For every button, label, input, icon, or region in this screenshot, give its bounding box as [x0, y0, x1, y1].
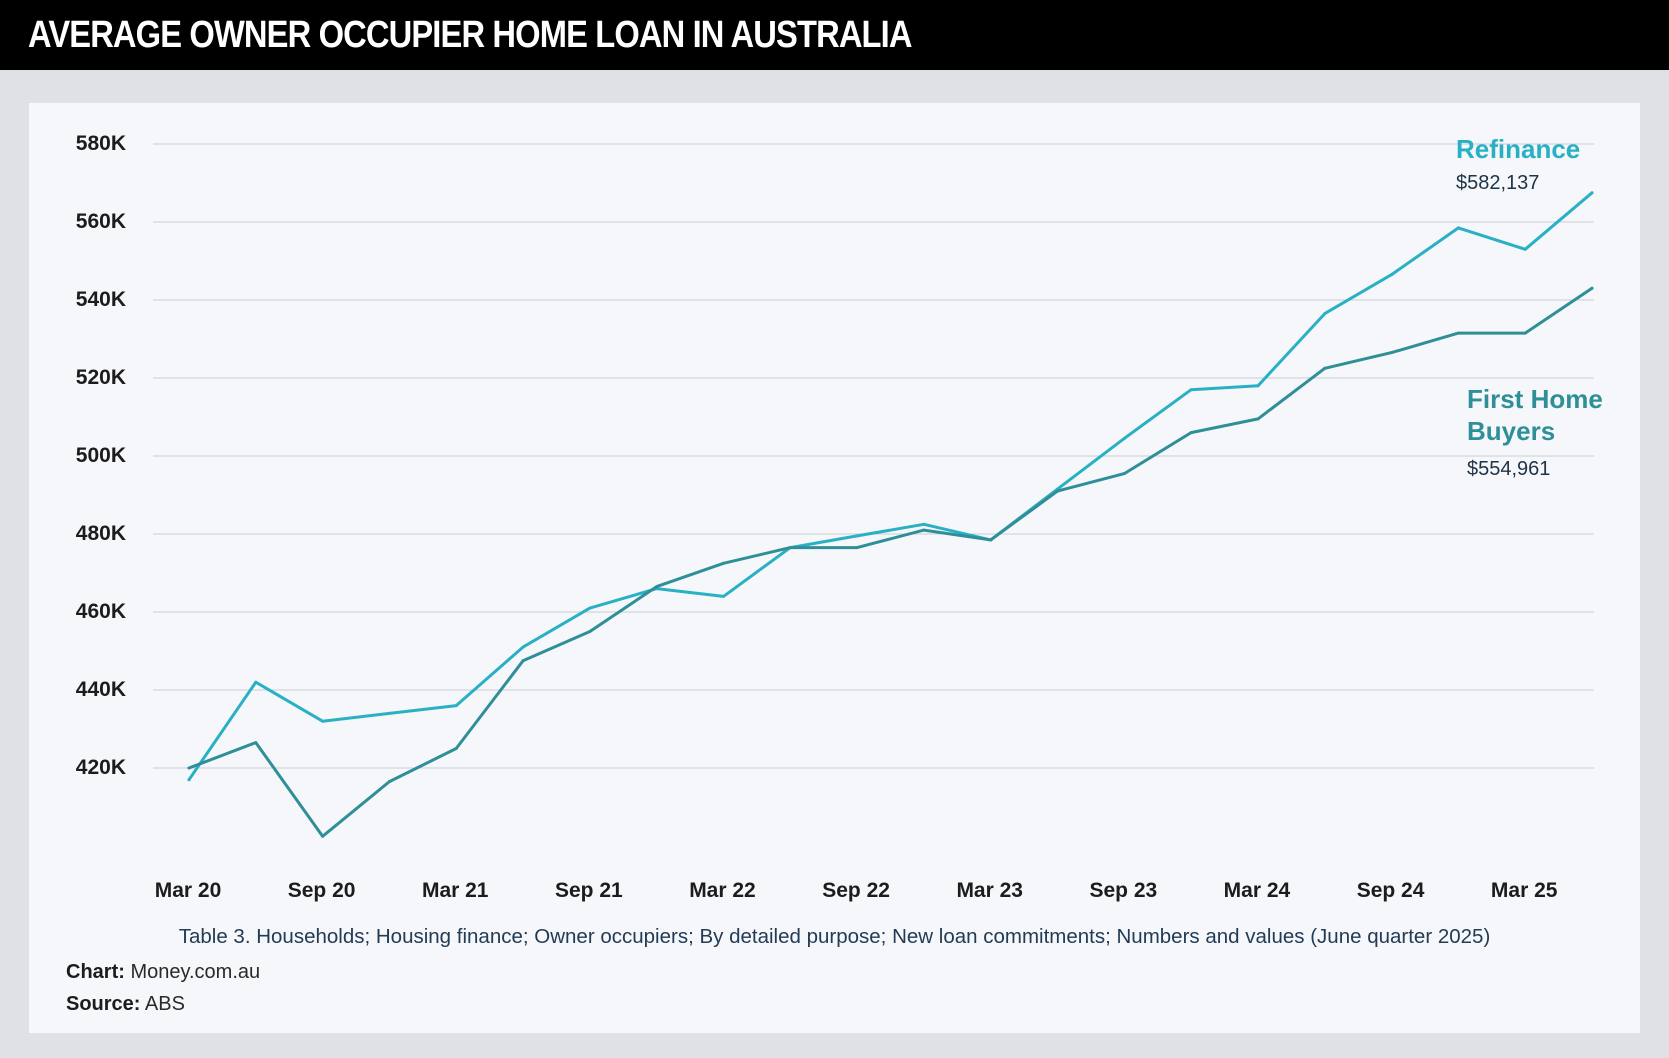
data-point: [922, 528, 926, 532]
data-point: [321, 719, 325, 723]
y-tick-label: 520K: [76, 366, 126, 389]
data-point: [521, 645, 525, 649]
data-point: [1256, 384, 1260, 388]
data-point: [588, 606, 592, 610]
x-tick-label: Mar 24: [1224, 879, 1291, 902]
data-point: [521, 659, 525, 663]
x-tick-label: Mar 21: [422, 879, 489, 902]
x-tick-label: Sep 21: [555, 879, 623, 902]
y-tick-label: 460K: [76, 600, 126, 623]
data-point: [1122, 436, 1126, 440]
data-point: [1189, 388, 1193, 392]
series-line-refinance: [187, 191, 1594, 782]
data-point: [254, 741, 258, 745]
series-label-first-home-buyers: First Home: [1467, 384, 1603, 414]
data-point: [588, 630, 592, 633]
x-tick-label: Mar 25: [1491, 879, 1558, 902]
series-value-first-home-buyers: $554,961: [1467, 458, 1550, 480]
data-point: [1590, 191, 1594, 195]
data-point: [1122, 472, 1126, 476]
data-point: [454, 704, 458, 708]
data-point: [1590, 286, 1594, 290]
data-point: [454, 747, 458, 750]
chart-credit-value: Money.com.au: [130, 961, 261, 983]
y-tick-label: 480K: [76, 522, 126, 545]
data-point: [855, 546, 859, 550]
source-table-note: Table 3. Households; Housing finance; Ow…: [178, 925, 1491, 948]
y-tick-label: 540K: [76, 288, 126, 311]
data-point: [1256, 417, 1260, 421]
data-point: [922, 522, 926, 526]
data-point: [989, 538, 993, 542]
y-tick-label: 580K: [76, 132, 126, 155]
x-tick-label: Mar 20: [155, 879, 222, 902]
y-tick-label: 440K: [76, 678, 126, 701]
data-point: [187, 778, 191, 782]
y-tick-label: 560K: [76, 210, 126, 233]
gridlines: [153, 143, 1594, 769]
data-point: [187, 766, 191, 770]
source-credit: Source: ABS: [66, 993, 185, 1016]
series-line-first-home-buyers: [187, 286, 1594, 838]
data-point: [1390, 273, 1394, 277]
title-bar: AVERAGE OWNER OCCUPIER HOME LOAN IN AUST…: [0, 0, 1669, 70]
series-lines: [187, 191, 1594, 838]
data-point: [387, 780, 391, 784]
source-credit-label: Source:: [66, 993, 141, 1015]
y-axis-ticks: 420K 440K 460K 480K 500K 520K 540K 560K 580K: [76, 132, 126, 779]
data-point: [1323, 312, 1327, 316]
data-point: [1456, 226, 1460, 230]
data-point: [855, 534, 859, 538]
x-tick-label: Mar 22: [689, 879, 756, 902]
data-point: [788, 546, 792, 550]
data-point: [1456, 331, 1460, 335]
series-label-refinance: Refinance: [1456, 134, 1580, 164]
data-point: [321, 834, 325, 838]
data-point: [721, 594, 725, 598]
line-chart: 420K 440K 460K 480K 500K 520K 540K 560K 580K Mar…: [76, 132, 1603, 902]
data-point: [655, 585, 659, 589]
data-point: [1323, 366, 1327, 370]
data-point: [387, 711, 391, 715]
x-tick-label: Sep 22: [822, 879, 890, 902]
data-point: [254, 680, 258, 684]
data-point: [1523, 247, 1527, 251]
y-tick-label: 420K: [76, 756, 126, 779]
x-tick-label: Sep 24: [1357, 879, 1425, 902]
chart-card: 420K 440K 460K 480K 500K 520K 540K 560K 580K Mar…: [29, 103, 1640, 1033]
chart-credit: Chart: Money.com.au: [66, 961, 260, 984]
x-tick-label: Sep 20: [288, 879, 356, 902]
source-credit-value: ABS: [144, 993, 185, 1015]
series-value-refinance: $582,137: [1456, 172, 1539, 194]
x-tick-label: Mar 23: [956, 879, 1023, 902]
chart-title: AVERAGE OWNER OCCUPIER HOME LOAN IN AUST…: [28, 14, 912, 56]
y-tick-label: 500K: [76, 444, 126, 467]
x-axis-ticks: Mar 20 Sep 20 Mar 21 Sep 21 Mar 22 Sep 22 Mar …: [155, 879, 1558, 902]
data-point: [1189, 431, 1193, 435]
data-point: [721, 561, 725, 565]
x-tick-label: Sep 23: [1089, 879, 1157, 902]
series-label-first-home-buyers: Buyers: [1467, 416, 1555, 446]
chart-credit-label: Chart:: [66, 961, 125, 983]
data-point: [1056, 489, 1060, 493]
data-point: [1390, 351, 1394, 355]
data-point: [1523, 331, 1527, 335]
